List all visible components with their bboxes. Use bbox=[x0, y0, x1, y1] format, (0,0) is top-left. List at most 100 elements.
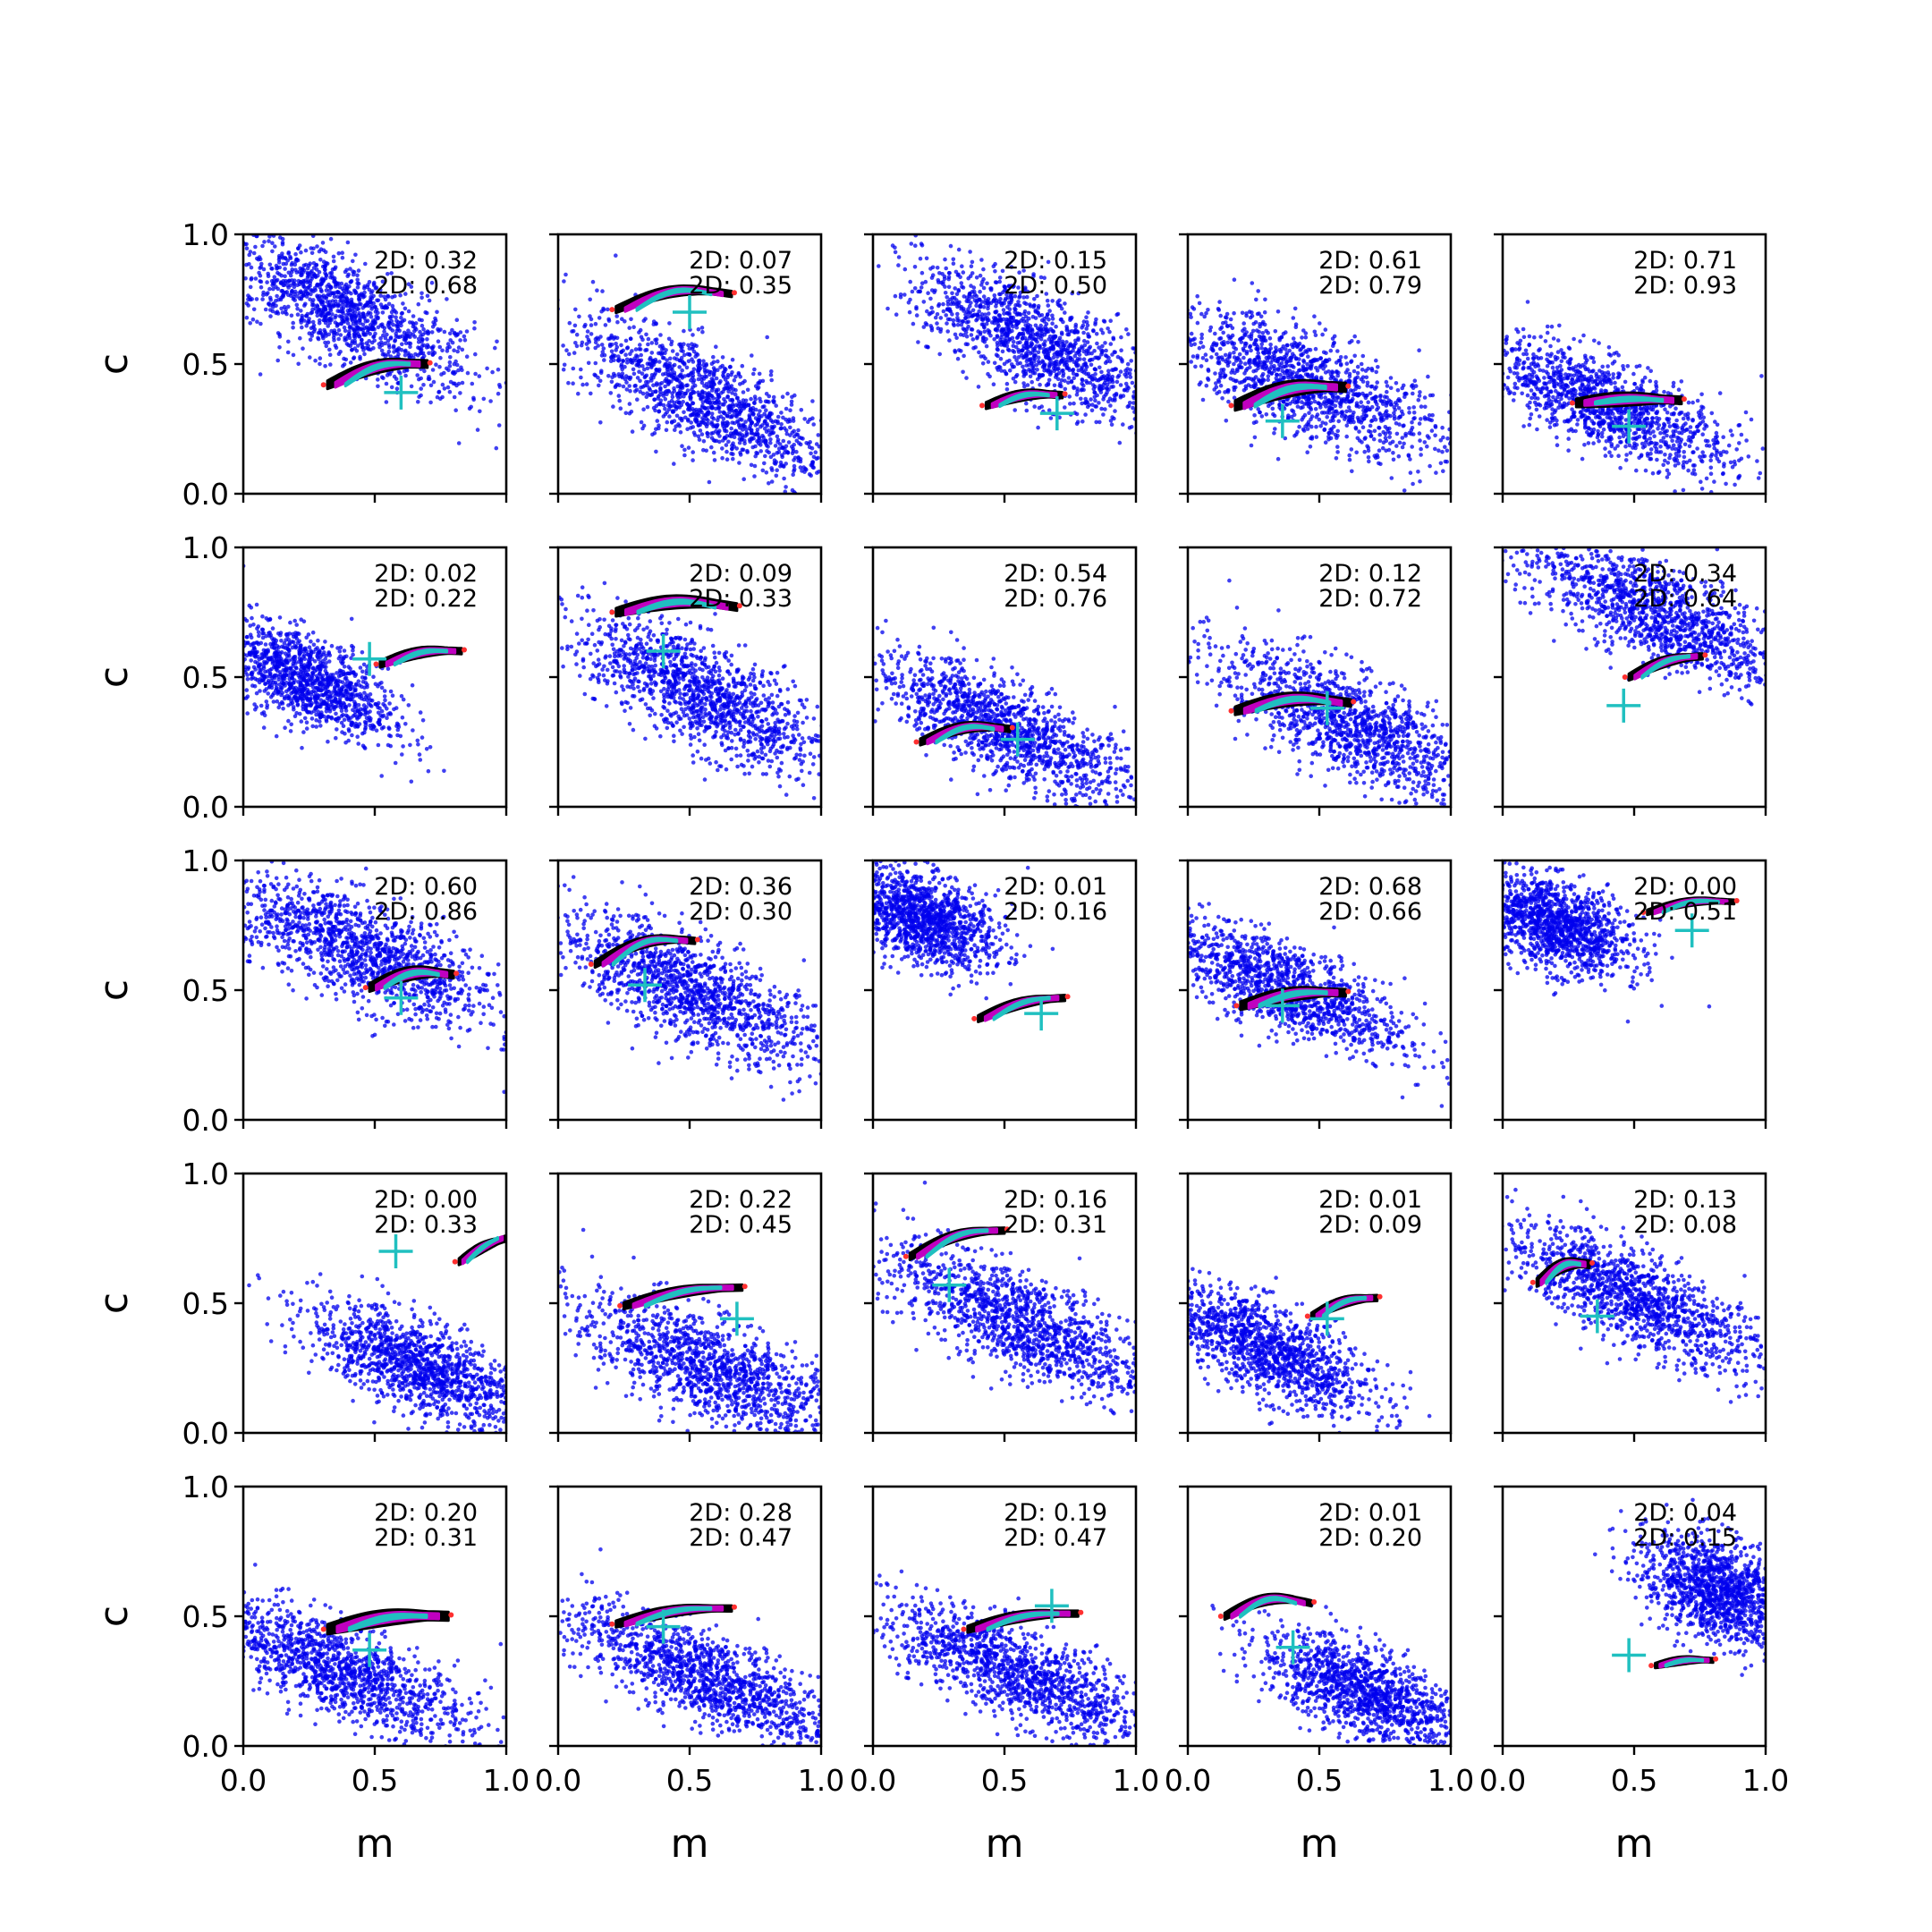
prior-point bbox=[1022, 309, 1028, 314]
prior-point bbox=[341, 311, 345, 316]
prior-point bbox=[1055, 373, 1059, 377]
prior-point bbox=[733, 374, 738, 379]
prior-point bbox=[644, 332, 648, 337]
prior-point bbox=[709, 406, 715, 411]
prior-point bbox=[661, 402, 666, 408]
prior-point bbox=[1161, 383, 1165, 387]
prior-samples bbox=[558, 253, 865, 494]
prior-point bbox=[1025, 383, 1030, 387]
prior-point bbox=[406, 282, 411, 287]
prior-point bbox=[1244, 341, 1249, 346]
prior-point bbox=[1391, 457, 1396, 462]
prior-point bbox=[1085, 340, 1090, 344]
prior-point bbox=[323, 364, 327, 369]
prior-point bbox=[576, 391, 580, 396]
prior-point bbox=[1081, 357, 1087, 362]
prior-point bbox=[272, 278, 276, 284]
prior-point bbox=[977, 309, 981, 314]
prior-point bbox=[1074, 364, 1080, 369]
prior-point bbox=[638, 389, 643, 394]
prior-point bbox=[1038, 275, 1044, 280]
prior-point bbox=[1347, 453, 1352, 458]
prior-point bbox=[1031, 303, 1037, 308]
prior-point bbox=[623, 319, 627, 324]
prior-point bbox=[1384, 379, 1389, 385]
prior-point bbox=[1099, 406, 1104, 411]
prior-point bbox=[438, 355, 443, 360]
prior-point bbox=[662, 356, 666, 360]
prior-point bbox=[574, 343, 580, 349]
prior-point bbox=[286, 250, 292, 255]
prior-point bbox=[1143, 387, 1148, 392]
prior-point bbox=[696, 413, 701, 419]
prior-point bbox=[380, 324, 386, 329]
prior-point bbox=[1118, 394, 1123, 400]
prior-point bbox=[664, 428, 669, 433]
prior-point bbox=[935, 266, 940, 270]
prior-point bbox=[777, 442, 783, 446]
prior-point bbox=[1107, 359, 1113, 364]
prior-point bbox=[971, 345, 976, 351]
prior-point bbox=[169, 190, 174, 194]
prior-point bbox=[1151, 402, 1156, 406]
prior-point bbox=[435, 394, 440, 400]
prior-point bbox=[1334, 456, 1339, 461]
prior-point bbox=[477, 374, 482, 378]
prior-point bbox=[635, 397, 640, 402]
prior-point bbox=[1177, 313, 1182, 318]
prior-point bbox=[1018, 290, 1023, 295]
prior-point bbox=[418, 351, 422, 356]
prior-point bbox=[663, 351, 667, 356]
prior-point bbox=[316, 331, 321, 335]
prior-point bbox=[669, 342, 674, 347]
prior-point bbox=[628, 352, 632, 357]
prior-point bbox=[1126, 332, 1131, 336]
prior-point bbox=[983, 356, 987, 361]
prior-point bbox=[792, 469, 796, 473]
prior-point bbox=[928, 296, 933, 301]
prior-point bbox=[852, 274, 856, 278]
prior-point bbox=[349, 316, 354, 320]
prior-point bbox=[1218, 346, 1223, 352]
prior-point bbox=[938, 316, 944, 320]
prior-point bbox=[330, 312, 335, 317]
prior-point bbox=[970, 294, 975, 300]
prior-point bbox=[139, 247, 143, 251]
prior-point bbox=[1284, 351, 1290, 356]
prior-point bbox=[711, 424, 716, 428]
prior-point bbox=[982, 329, 987, 335]
prior-point bbox=[1180, 425, 1184, 429]
prior-point bbox=[1039, 404, 1044, 409]
prior-point bbox=[400, 342, 404, 347]
prior-point bbox=[370, 326, 375, 332]
prior-point bbox=[798, 465, 803, 470]
prior-point bbox=[485, 366, 489, 371]
prior-point bbox=[600, 350, 606, 354]
prior-point bbox=[460, 368, 464, 373]
prior-point bbox=[1411, 481, 1415, 487]
posterior-inner-contour bbox=[635, 287, 713, 312]
prior-point bbox=[1138, 364, 1142, 369]
prior-point bbox=[637, 347, 641, 352]
prior-point bbox=[1110, 352, 1114, 357]
prior-point bbox=[609, 333, 614, 338]
prior-point bbox=[1264, 328, 1268, 334]
prior-point bbox=[426, 330, 431, 335]
prior-point bbox=[1079, 388, 1084, 393]
prior-point bbox=[308, 355, 312, 360]
prior-point bbox=[970, 259, 975, 265]
prior-point bbox=[462, 334, 467, 339]
prior-point bbox=[962, 353, 966, 359]
prior-point bbox=[1144, 356, 1148, 360]
prior-point bbox=[986, 360, 991, 364]
prior-point bbox=[397, 328, 402, 334]
prior-point bbox=[1001, 290, 1005, 295]
prior-point bbox=[760, 434, 765, 438]
prior-point bbox=[1303, 331, 1309, 335]
prior-point bbox=[697, 360, 702, 365]
prior-point bbox=[825, 428, 829, 433]
prior-point bbox=[860, 484, 865, 488]
prior-point bbox=[564, 348, 569, 353]
prior-point bbox=[706, 421, 710, 427]
prior-point bbox=[1300, 400, 1304, 404]
